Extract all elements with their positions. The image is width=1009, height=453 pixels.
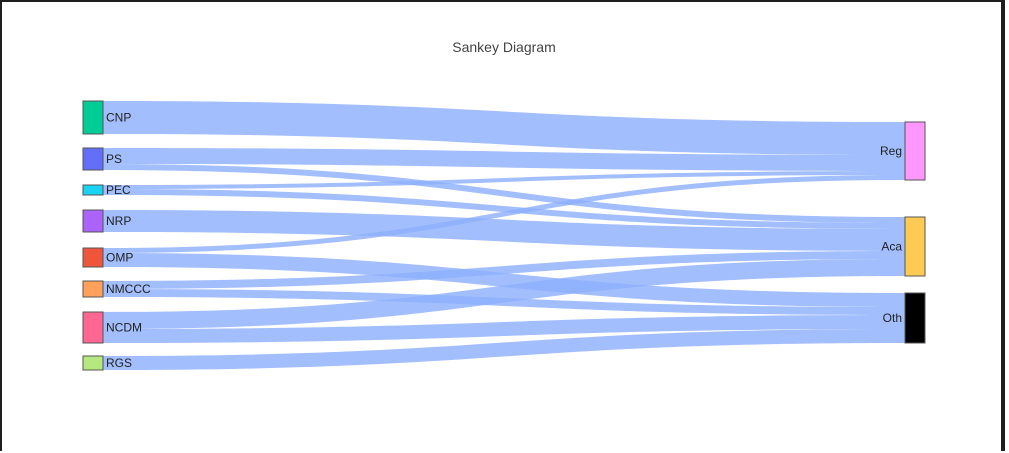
- node-label-reg: Reg: [880, 144, 902, 158]
- link-ps-to-aca[interactable]: [103, 164, 905, 223]
- node-omp[interactable]: [82, 247, 104, 268]
- node-label-rgs: RGS: [106, 356, 132, 370]
- link-ps-to-reg[interactable]: [103, 148, 905, 171]
- link-pec-to-aca[interactable]: [103, 189, 905, 229]
- node-aca[interactable]: [904, 216, 926, 277]
- node-label-pec: PEC: [106, 183, 131, 197]
- node-label-ps: PS: [106, 152, 122, 166]
- node-ps[interactable]: [82, 147, 104, 171]
- node-nrp[interactable]: [82, 209, 104, 233]
- link-nrp-to-aca[interactable]: [103, 210, 905, 251]
- chart-title: Sankey Diagram: [452, 39, 556, 55]
- node-reg[interactable]: [904, 121, 926, 181]
- node-nmccc[interactable]: [82, 280, 104, 298]
- node-label-nrp: NRP: [106, 214, 131, 228]
- node-label-nmccc: NMCCC: [106, 282, 151, 296]
- node-oth[interactable]: [904, 292, 926, 344]
- link-cnp-to-reg[interactable]: [103, 101, 905, 155]
- links-layer: [103, 101, 905, 370]
- node-ncdm[interactable]: [82, 311, 104, 344]
- node-label-ncdm: NCDM: [106, 321, 142, 335]
- node-label-aca: Aca: [881, 240, 902, 254]
- node-label-oth: Oth: [883, 311, 902, 325]
- node-cnp[interactable]: [82, 100, 104, 135]
- link-nmccc-to-aca[interactable]: [103, 251, 905, 289]
- nodes-layer: CNP PS PEC NRP OMP NMCCC NCDM RGS Reg Aca Oth: [82, 100, 926, 371]
- node-pec[interactable]: [82, 184, 104, 196]
- node-label-cnp: CNP: [106, 111, 131, 125]
- link-omp-to-oth[interactable]: [103, 253, 905, 307]
- node-rgs[interactable]: [82, 355, 104, 371]
- link-omp-to-reg[interactable]: [103, 175, 905, 253]
- link-ncdm-to-oth[interactable]: [103, 315, 905, 343]
- link-ncdm-to-aca[interactable]: [103, 259, 905, 329]
- link-pec-to-reg[interactable]: [103, 171, 905, 189]
- link-rgs-to-oth[interactable]: [103, 329, 905, 370]
- node-label-omp: OMP: [106, 251, 133, 265]
